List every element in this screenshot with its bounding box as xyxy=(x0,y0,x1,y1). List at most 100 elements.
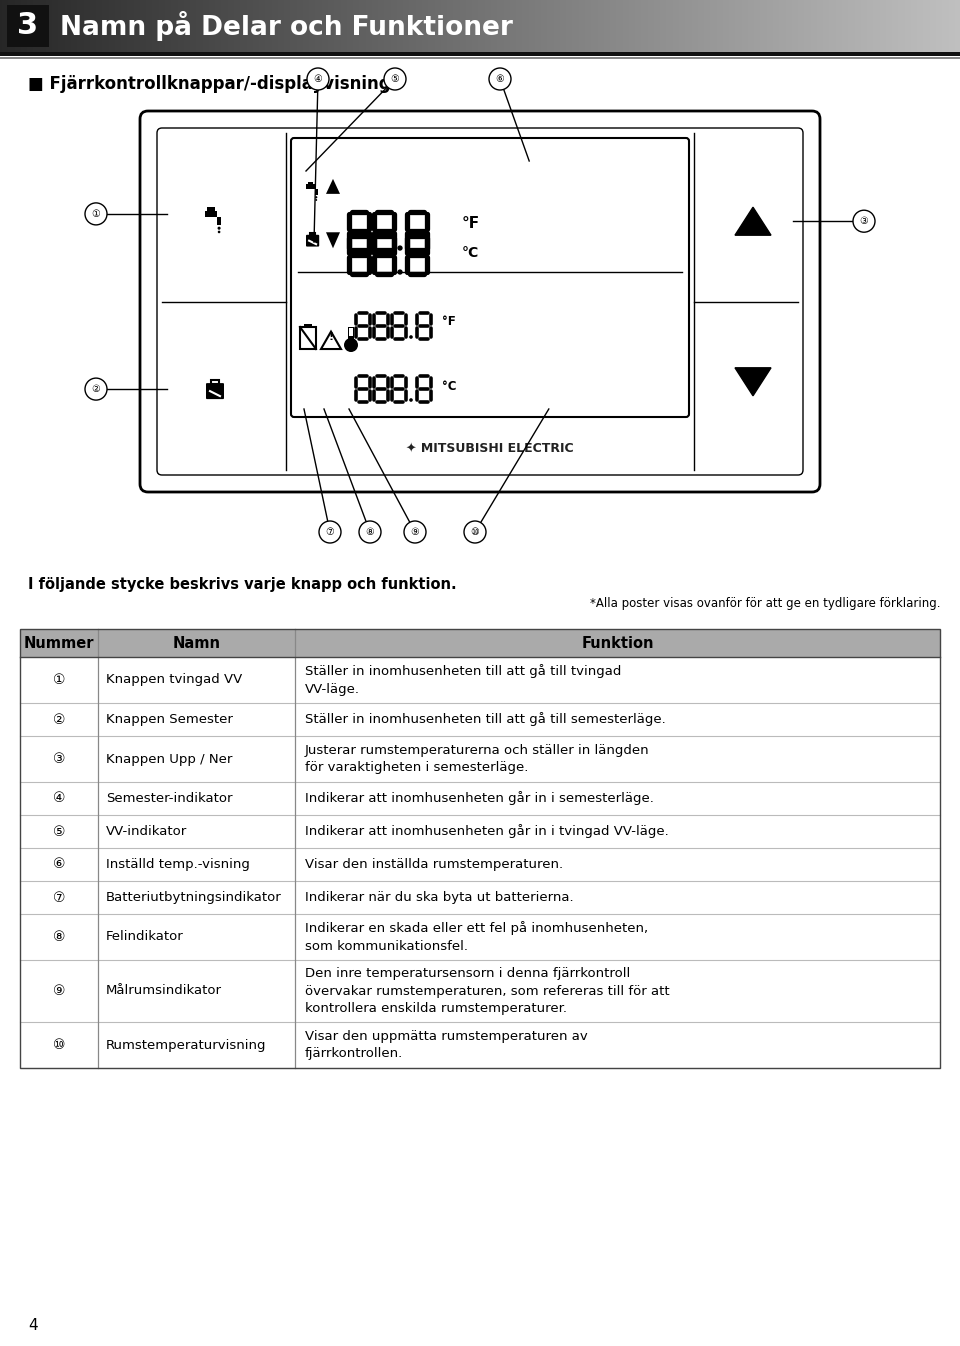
Bar xyxy=(897,0,898,52)
Bar xyxy=(219,0,220,52)
Text: ③: ③ xyxy=(859,217,869,226)
Bar xyxy=(12,0,13,52)
Bar xyxy=(265,0,266,52)
Bar xyxy=(771,0,772,52)
Bar xyxy=(7,0,8,52)
Bar xyxy=(467,0,468,52)
Bar xyxy=(825,0,826,52)
Bar xyxy=(538,0,539,52)
Bar xyxy=(220,0,221,52)
Bar xyxy=(307,0,308,52)
Bar xyxy=(837,0,838,52)
Bar xyxy=(195,0,196,52)
Bar xyxy=(331,0,332,52)
Bar xyxy=(529,0,530,52)
Bar xyxy=(393,0,394,52)
Polygon shape xyxy=(735,367,771,396)
Bar xyxy=(923,0,924,52)
Bar xyxy=(138,0,139,52)
Bar xyxy=(259,0,260,52)
Bar xyxy=(115,0,116,52)
Bar xyxy=(154,0,155,52)
Bar xyxy=(844,0,845,52)
Bar xyxy=(555,0,556,52)
Bar xyxy=(149,0,150,52)
Bar xyxy=(680,0,681,52)
Bar xyxy=(595,0,596,52)
Bar xyxy=(351,0,352,52)
Bar xyxy=(349,0,350,52)
Bar xyxy=(165,0,166,52)
Bar xyxy=(121,0,122,52)
Bar xyxy=(813,0,814,52)
Bar xyxy=(97,0,98,52)
Bar xyxy=(185,0,186,52)
Bar xyxy=(166,0,167,52)
Bar xyxy=(491,0,492,52)
Circle shape xyxy=(85,203,107,225)
Bar xyxy=(135,0,136,52)
Bar xyxy=(224,0,225,52)
Bar xyxy=(399,0,400,52)
Bar xyxy=(288,0,289,52)
Bar xyxy=(325,0,326,52)
Bar xyxy=(610,0,611,52)
Bar xyxy=(484,0,485,52)
Text: °C: °C xyxy=(442,380,457,393)
Bar xyxy=(794,0,795,52)
Bar xyxy=(719,0,720,52)
Bar xyxy=(234,0,235,52)
Text: VV-indikator: VV-indikator xyxy=(106,825,187,839)
Bar xyxy=(544,0,545,52)
Text: Semester-indikator: Semester-indikator xyxy=(106,791,232,805)
Bar xyxy=(237,0,238,52)
Bar xyxy=(183,0,184,52)
Bar xyxy=(788,0,789,52)
Text: Batteriutbytningsindikator: Batteriutbytningsindikator xyxy=(106,891,281,905)
Bar xyxy=(60,0,61,52)
Bar xyxy=(414,0,415,52)
Bar xyxy=(892,0,893,52)
Bar xyxy=(668,0,669,52)
Bar xyxy=(478,0,479,52)
Bar xyxy=(876,0,877,52)
Bar xyxy=(409,0,410,52)
Bar xyxy=(581,0,582,52)
Bar xyxy=(501,0,502,52)
Bar xyxy=(511,0,512,52)
Polygon shape xyxy=(735,207,771,236)
Bar xyxy=(134,0,135,52)
Bar xyxy=(49,0,50,52)
Text: ⑥: ⑥ xyxy=(53,857,65,871)
Bar xyxy=(732,0,733,52)
Bar xyxy=(753,0,754,52)
Bar xyxy=(43,0,44,52)
Bar xyxy=(570,0,571,52)
Bar xyxy=(902,0,903,52)
Bar xyxy=(194,0,195,52)
Bar xyxy=(847,0,848,52)
Bar xyxy=(132,0,133,52)
Bar xyxy=(197,0,198,52)
Bar xyxy=(205,0,206,52)
Circle shape xyxy=(409,398,413,402)
Text: Målrumsindikator: Målrumsindikator xyxy=(106,984,222,997)
Bar xyxy=(929,0,930,52)
Bar xyxy=(155,0,156,52)
Bar xyxy=(126,0,127,52)
Bar xyxy=(310,0,311,52)
Bar xyxy=(939,0,940,52)
Bar xyxy=(275,0,276,52)
Bar xyxy=(309,0,310,52)
Text: Nummer: Nummer xyxy=(24,635,94,650)
Bar xyxy=(953,0,954,52)
Bar xyxy=(406,0,407,52)
Bar xyxy=(327,0,328,52)
Bar xyxy=(503,0,504,52)
Bar xyxy=(124,0,125,52)
Bar xyxy=(297,0,298,52)
Text: ④: ④ xyxy=(53,791,65,805)
Bar xyxy=(797,0,798,52)
Bar xyxy=(854,0,855,52)
Bar xyxy=(381,0,382,52)
